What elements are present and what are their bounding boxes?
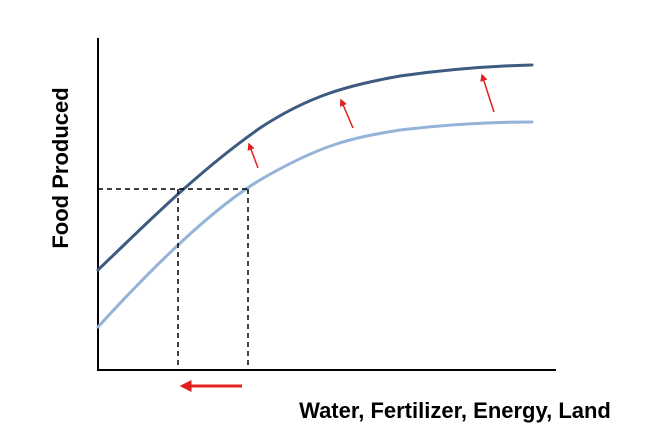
shift-arrow-2 — [339, 98, 354, 129]
x-axis-label: Water, Fertilizer, Energy, Land — [299, 398, 611, 423]
y-axis-label: Food Produced — [48, 87, 73, 248]
upper-curve — [96, 63, 534, 272]
lower-curve — [96, 120, 534, 329]
shift-arrow-1 — [247, 142, 259, 169]
shift-arrow-3 — [480, 73, 495, 113]
